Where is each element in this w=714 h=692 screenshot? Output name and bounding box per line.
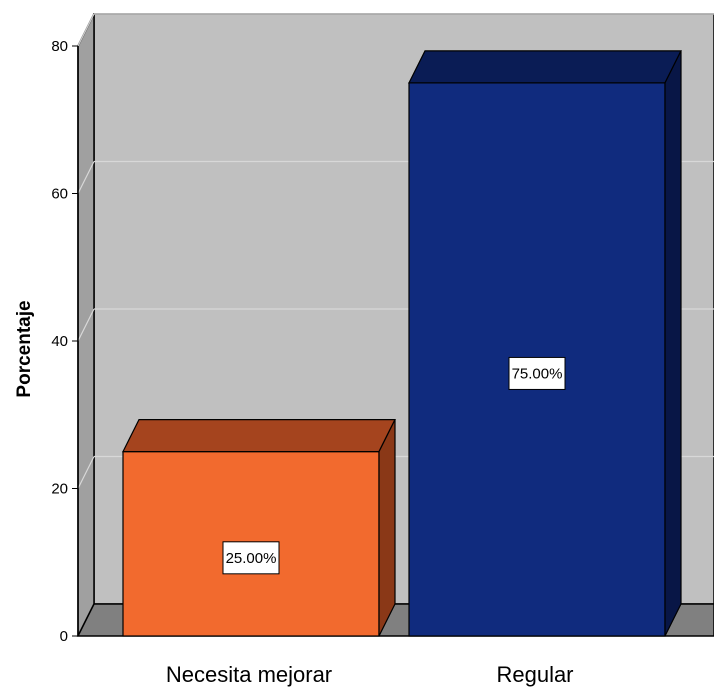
y-axis-label: Porcentaje	[14, 300, 35, 397]
bar-side-1	[664, 50, 682, 637]
x-category-label: Regular	[496, 662, 573, 687]
x-category-label: Necesita mejorar	[166, 662, 332, 687]
bar-top-0	[122, 419, 396, 453]
y-tick-label: 80	[51, 38, 68, 55]
y-axis: 0 20 40 60 80 Necesita mejorar Regular	[51, 38, 573, 687]
y-tick-label: 40	[51, 333, 68, 350]
data-labels: 25.00% 75.00%	[222, 356, 566, 575]
gridline-side	[77, 308, 95, 342]
data-label: 75.00%	[512, 365, 563, 382]
gridline-side	[77, 13, 95, 47]
bar-side-0	[378, 419, 396, 637]
gridline-side	[77, 161, 95, 194]
y-tick-label: 20	[51, 481, 68, 498]
data-label-box	[222, 541, 280, 575]
bar-top-1	[408, 50, 682, 84]
data-label: 25.00%	[226, 550, 277, 567]
gridline-side	[77, 456, 95, 489]
data-label-box	[508, 356, 566, 390]
y-tick-label: 60	[51, 186, 68, 203]
y-tick-label: 0	[60, 628, 68, 645]
